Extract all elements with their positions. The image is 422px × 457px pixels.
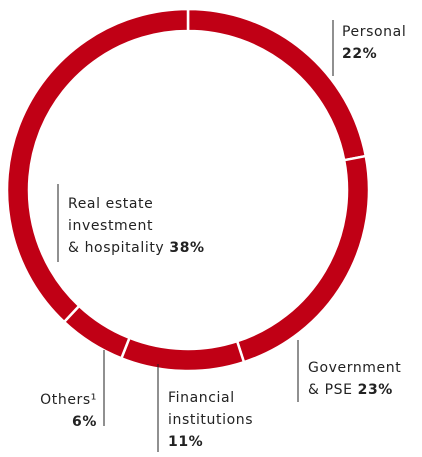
donut-segment — [119, 336, 246, 373]
label-text: investment — [68, 218, 153, 234]
segment-label: Financial — [168, 390, 235, 406]
segment-label: Personal — [342, 24, 406, 40]
label-text: & PSE — [308, 382, 353, 398]
value-label: 6% — [72, 414, 97, 430]
label-text: institutions — [168, 412, 253, 428]
label-text: Personal — [342, 24, 406, 40]
donut-segment — [235, 154, 371, 364]
segment-label: institutions — [168, 412, 253, 428]
segment-label: investment — [68, 218, 153, 234]
segment-label: & PSE 23% — [308, 382, 393, 398]
segment-label: Government — [308, 360, 401, 376]
value-label: 22% — [342, 46, 377, 62]
segment-label: & hospitality 38% — [68, 240, 205, 256]
segment-label: Others¹ — [40, 392, 97, 408]
donut-segment — [62, 304, 132, 360]
label-text: Others¹ — [40, 392, 97, 408]
donut-segment — [186, 7, 368, 162]
donut-segment — [5, 7, 190, 324]
value-label: 38% — [169, 240, 204, 256]
value-label: 23% — [358, 382, 393, 398]
label-text: & hospitality — [68, 240, 164, 256]
label-text: Financial — [168, 390, 235, 406]
label-text: Government — [308, 360, 401, 376]
value-label: 11% — [168, 434, 203, 450]
label-text: Real estate — [68, 196, 153, 212]
segment-label: Real estate — [68, 196, 153, 212]
